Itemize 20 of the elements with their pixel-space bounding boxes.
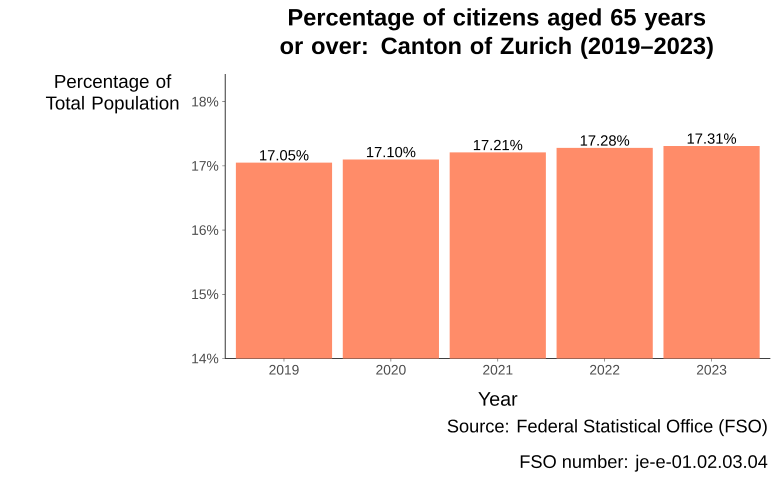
chart-title: Percentage of citizens aged 65 years or over: Canton of Zurich (2019–2023) bbox=[280, 8, 713, 59]
data-label: 17.28% bbox=[580, 135, 630, 146]
y-tick-label: 18% bbox=[192, 96, 218, 107]
x-tick-label: 2019 bbox=[269, 364, 299, 375]
y-axis-title: Percentage of Total Population bbox=[46, 74, 178, 114]
x-axis-title: Year bbox=[478, 392, 518, 406]
y-tick-label: 15% bbox=[192, 289, 218, 300]
x-tick-label: 2021 bbox=[483, 364, 512, 375]
data-label: 17.21% bbox=[474, 140, 522, 150]
x-tick-label: 2023 bbox=[696, 364, 726, 375]
data-label: 17.10% bbox=[366, 146, 416, 158]
data-label: 17.05% bbox=[260, 150, 308, 160]
x-tick-label: 2020 bbox=[376, 364, 406, 375]
x-tick-label: 2022 bbox=[590, 364, 620, 375]
y-tick-label: 14% bbox=[192, 354, 218, 364]
y-tick-label: 16% bbox=[192, 225, 218, 235]
source-note: Source: Federal Statistical Office (FSO) bbox=[448, 419, 767, 436]
y-tick-label: 17% bbox=[192, 161, 218, 171]
text: FSO number: je-e-01.02.03.04 bbox=[520, 454, 768, 472]
data-label: 17.31% bbox=[688, 133, 736, 144]
